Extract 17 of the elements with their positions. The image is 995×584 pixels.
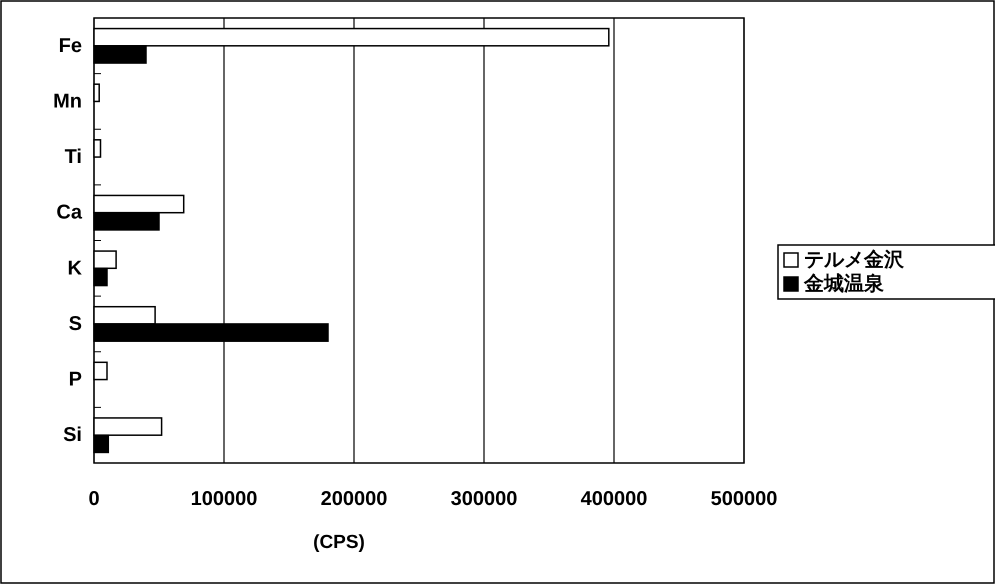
x-axis-title: (CPS) xyxy=(313,532,365,553)
x-tick-label: 400000 xyxy=(580,488,648,510)
y-tick-label: S xyxy=(68,312,82,335)
legend-label: 金城温泉 xyxy=(803,273,884,295)
x-tick-label: 100000 xyxy=(190,488,258,510)
y-tick-label: P xyxy=(68,368,82,391)
y-tick-label: Mn xyxy=(53,90,82,112)
x-tick-label: 500000 xyxy=(710,488,778,510)
y-tick-label: Ca xyxy=(56,202,83,224)
y-tick-label: K xyxy=(68,257,83,280)
x-tick-label: 0 xyxy=(88,488,100,510)
x-tick-label: 300000 xyxy=(450,488,518,510)
y-tick-label: Si xyxy=(63,424,82,446)
y-tick-label: Ti xyxy=(64,146,82,168)
x-tick-label: 200000 xyxy=(320,488,388,510)
legend-label: テルメ金沢 xyxy=(804,249,905,271)
y-tick-label: Fe xyxy=(58,34,82,57)
